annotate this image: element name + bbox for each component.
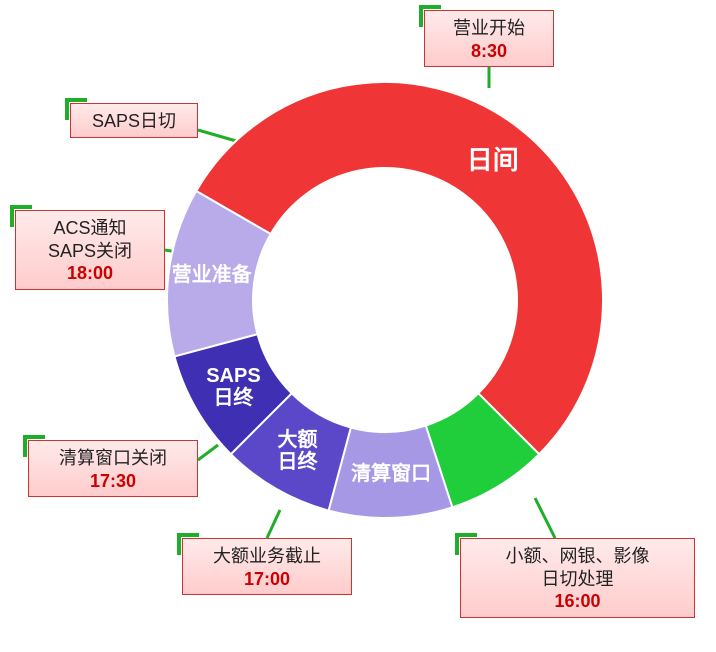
callout-title: SAPS关闭 [24, 240, 156, 263]
callout-title: 小额、网银、影像 [469, 545, 686, 568]
callout-time: 17:30 [37, 470, 189, 493]
segment-label-sapsend: 日终 [213, 385, 254, 409]
corner-accent [23, 435, 45, 457]
callout-time: 8:30 [433, 40, 545, 63]
leader-line [267, 510, 280, 538]
callout-clearclose: 清算窗口关闭17:30 [28, 440, 198, 497]
callout-bigstop: 大额业务截止17:00 [182, 538, 352, 595]
callout-title: 营业开始 [433, 17, 545, 40]
segment-label-bigend: 日终 [278, 449, 319, 473]
callout-time: 17:00 [191, 568, 343, 591]
segment-label-sapsend: SAPS [206, 365, 260, 387]
segment-label-clearwin: 清算窗口 [351, 461, 431, 485]
leader-line [198, 445, 218, 460]
callout-time: 16:00 [469, 590, 686, 613]
callout-acs: ACS通知SAPS关闭18:00 [15, 210, 165, 290]
callout-title: 大额业务截止 [191, 545, 343, 568]
corner-accent [419, 5, 441, 27]
diagram-stage: 日间清算窗口大额日终SAPS日终营业准备 营业开始8:30SAPS日切ACS通知… [0, 0, 716, 652]
segment-label-daytime: 日间 [467, 145, 519, 175]
callout-title: SAPS日切 [79, 110, 189, 133]
callout-title: 清算窗口关闭 [37, 447, 189, 470]
corner-accent [177, 533, 199, 555]
segment-label-prep: 营业准备 [172, 262, 253, 286]
leader-line [535, 498, 555, 538]
corner-accent [455, 533, 477, 555]
segment-label-bigend: 大额 [278, 428, 318, 451]
corner-accent [65, 98, 87, 120]
corner-accent [10, 205, 32, 227]
callout-time: 18:00 [24, 262, 156, 285]
callout-title: ACS通知 [24, 217, 156, 240]
callout-sapscut: SAPS日切 [70, 103, 198, 138]
callout-open: 营业开始8:30 [424, 10, 554, 67]
callout-small: 小额、网银、影像日切处理16:00 [460, 538, 695, 618]
callout-title: 日切处理 [469, 568, 686, 591]
